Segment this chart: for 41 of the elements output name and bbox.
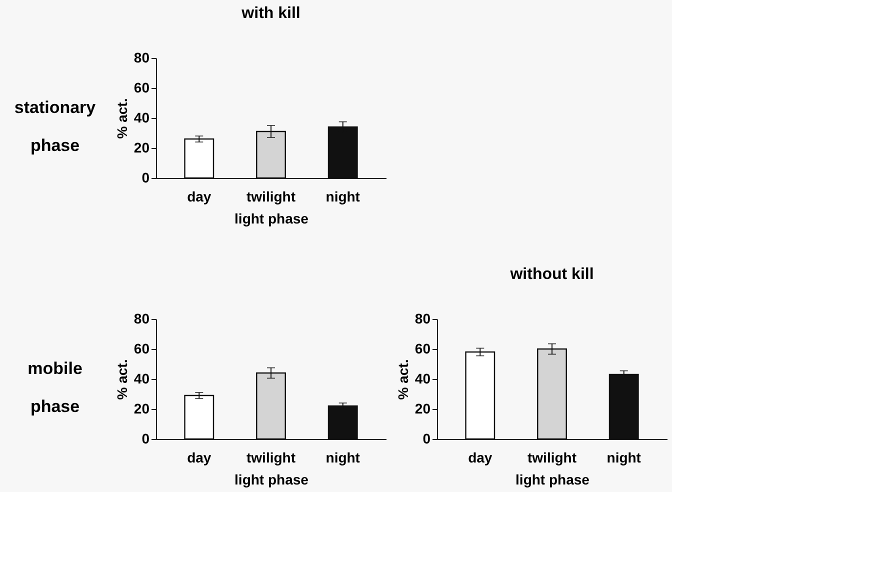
y-tick-label: 40: [414, 370, 431, 386]
x-axis-title: light phase: [234, 210, 309, 226]
x-tick-label: day: [187, 450, 212, 466]
x-tick-label: twilight: [528, 450, 577, 466]
bar: [328, 126, 358, 179]
y-tick-label: 0: [142, 170, 150, 186]
y-tick-label: 0: [142, 430, 150, 446]
x-tick-label: twilight: [246, 450, 296, 466]
bar: [537, 348, 567, 440]
bar: [184, 394, 214, 440]
chart-title: without kill: [509, 266, 594, 283]
x-axis-title: light phase: [516, 472, 590, 488]
chart-title: with kill: [240, 5, 300, 22]
y-tick-label: 20: [134, 140, 150, 156]
text: stationary phase: [14, 98, 96, 155]
x-axis-title: light phase: [234, 472, 309, 488]
x-tick-label: day: [468, 450, 492, 466]
y-tick-label: 60: [414, 340, 431, 356]
text: mobile phase: [28, 359, 82, 416]
x-tick-label: twilight: [246, 188, 296, 204]
y-tick-label: 60: [134, 80, 150, 96]
y-axis-title: % act.: [114, 359, 130, 400]
y-axis-title: % act.: [114, 98, 130, 139]
y-tick-label: 40: [134, 110, 150, 126]
x-tick-label: night: [326, 188, 360, 204]
bar: [465, 351, 496, 440]
bar: [184, 138, 214, 179]
y-tick-label: 60: [134, 340, 150, 356]
y-tick-label: 20: [414, 400, 431, 416]
x-tick-label: day: [187, 188, 212, 204]
x-tick-label: night: [326, 450, 360, 466]
y-tick-label: 0: [422, 430, 431, 446]
y-axis-title: % act.: [394, 359, 411, 400]
bar: [256, 372, 286, 440]
bar: [608, 374, 639, 440]
y-tick-label: 80: [414, 310, 431, 326]
y-tick-label: 80: [134, 50, 150, 66]
y-tick-label: 80: [134, 310, 150, 326]
x-tick-label: night: [606, 450, 642, 466]
y-tick-label: 40: [134, 370, 150, 386]
y-tick-label: 20: [134, 400, 150, 416]
